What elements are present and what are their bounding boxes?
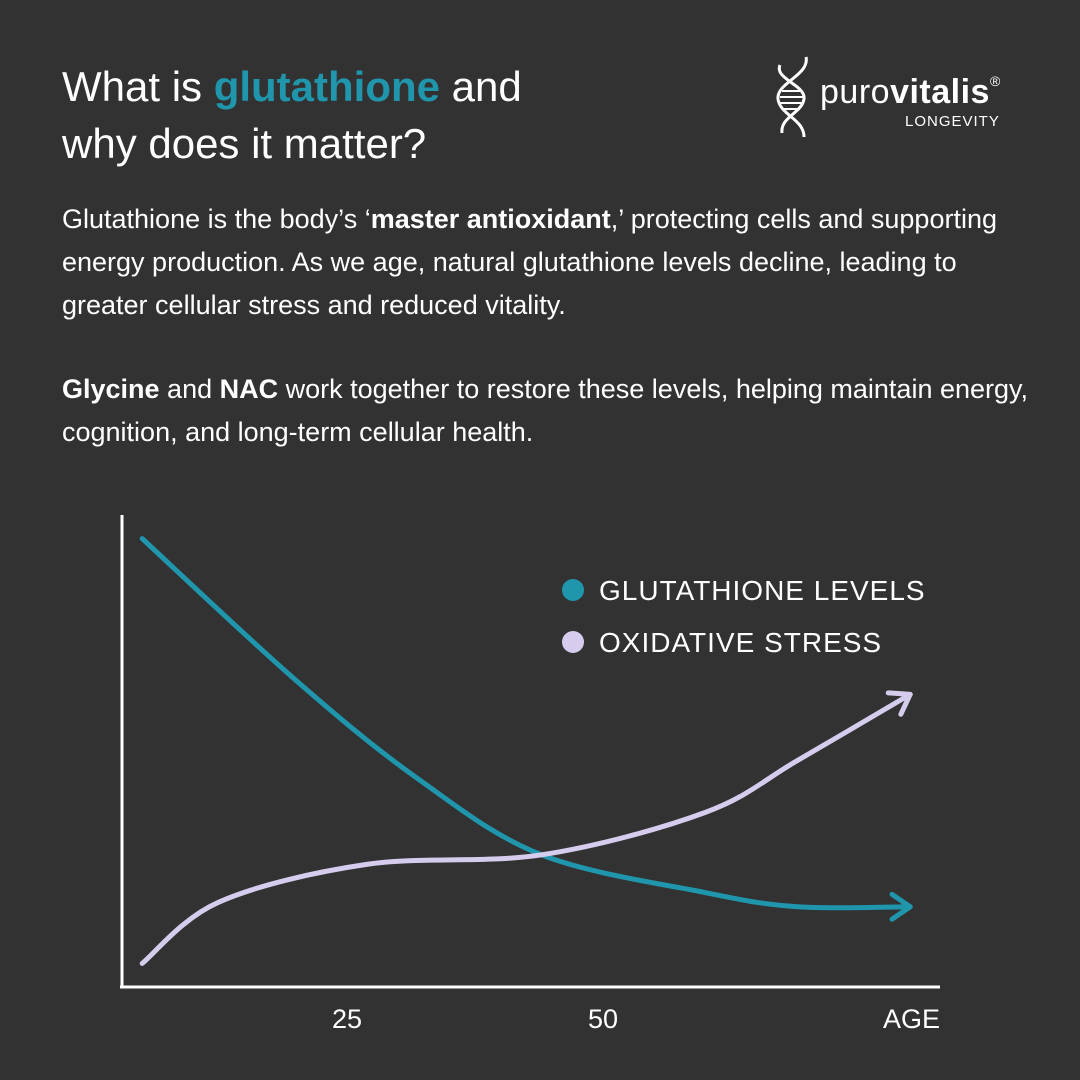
arrowhead-icon (889, 891, 913, 922)
dna-helix-icon (776, 56, 808, 138)
legend-swatch-oxidative (562, 631, 584, 653)
title-line2: why does it matter? (62, 120, 427, 167)
page-title: What is glutathione and why does it matte… (62, 58, 522, 172)
brand-tagline: LONGEVITY (905, 113, 1000, 130)
series-line-0 (139, 536, 913, 911)
title-text: What is (62, 63, 214, 110)
legend-label-glutathione: GLUTATHIONE LEVELS (599, 575, 926, 606)
series-line-1 (139, 691, 913, 966)
brand-logo: purovitalis® LONGEVITY (770, 55, 1030, 140)
title-text: and (440, 63, 522, 110)
x-tick-label: 50 (588, 1004, 618, 1034)
solution-paragraph: Glycine and NAC work together to restore… (62, 374, 1029, 447)
title-highlight: glutathione (213, 63, 441, 110)
decline-chart: 25 50 AGE GLUTATHIONE LEVELS OXIDATIVE S… (120, 515, 940, 1034)
brand-name: purovitalis® (820, 73, 1001, 111)
x-tick-label: 25 (332, 1004, 362, 1034)
x-axis-label: AGE (883, 1004, 940, 1034)
intro-paragraph: Glutathione is the body’s ‘master antiox… (62, 204, 997, 320)
legend-label-oxidative: OXIDATIVE STRESS (599, 627, 882, 658)
arrowhead-icon (885, 690, 913, 717)
legend-swatch-glutathione (562, 579, 584, 601)
